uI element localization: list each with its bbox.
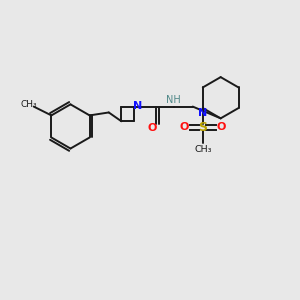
Text: NH: NH	[166, 95, 181, 105]
Text: N: N	[133, 101, 142, 111]
Text: O: O	[148, 123, 157, 134]
Text: O: O	[217, 122, 226, 132]
Text: S: S	[198, 121, 207, 134]
Text: CH₃: CH₃	[194, 145, 211, 154]
Text: CH₃: CH₃	[20, 100, 37, 109]
Text: O: O	[179, 122, 189, 132]
Text: N: N	[198, 108, 207, 118]
